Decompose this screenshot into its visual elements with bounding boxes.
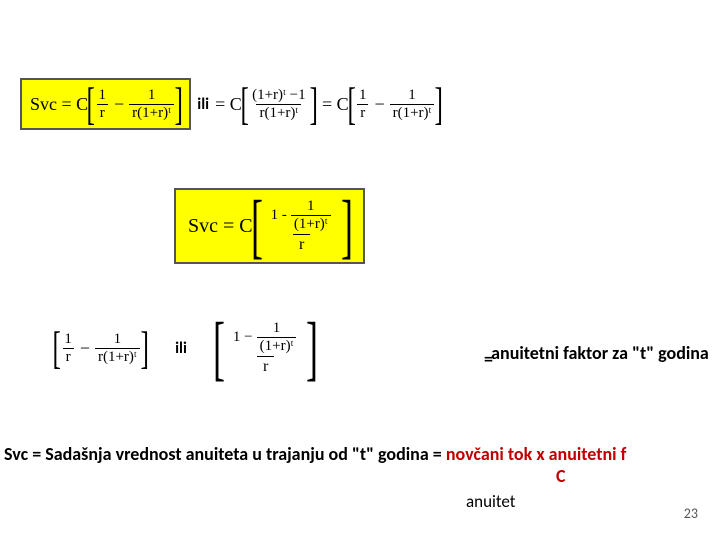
frac-expand: (1+r)ᵗ −1 r(1+r)ᵗ (249, 87, 309, 122)
bracket-left: [ (87, 84, 95, 124)
minus: − (114, 94, 124, 115)
factor-form-2: [ 1 − 1 (1+r)ᵗ r ] (215, 318, 317, 378)
minus: − (80, 338, 90, 359)
bracket-right-big: ] (306, 318, 318, 378)
frac-1-r1rt: 1 r(1+r)ᵗ (129, 87, 174, 122)
anuitet-label: anuitet (466, 491, 515, 512)
bracket-left: [ (52, 328, 60, 368)
page-number: 23 (684, 505, 698, 522)
formula-box-1: Svc = C [ 1 r − 1 r(1+r)ᵗ ] (20, 78, 191, 130)
minus: − (374, 94, 384, 115)
big-num: 1 - 1 (1+r)ᵗ (265, 197, 339, 234)
inner-frac: 1 (1+r)ᵗ (291, 198, 331, 233)
factor-form-1: [ 1 r − 1 r(1+r)ᵗ ] (54, 328, 147, 368)
inner-frac-2: 1 (1+r)ᵗ (257, 320, 297, 355)
big-den: r (293, 234, 310, 255)
formula-row-2: Svc = C [ 1 - 1 (1+r)ᵗ r ] (174, 188, 365, 264)
bottom-definition: Svc = Sadašnja vrednost anuiteta u traja… (4, 443, 626, 465)
formula-row-3: [ 1 r − 1 r(1+r)ᵗ ] ili [ 1 − 1 (1+r)ᵗ r… (54, 318, 316, 378)
bracket-left-big: [ (213, 318, 225, 378)
bracket-right: ] (309, 84, 317, 124)
big-num-2: 1 − 1 (1+r)ᵗ (227, 319, 305, 356)
c-label: C (556, 465, 566, 487)
svc-eq-c-2: Svc = C (188, 215, 253, 238)
bracket-left: [ (347, 84, 355, 124)
big-den-2: r (257, 356, 274, 377)
bracket-left-big: [ (251, 196, 263, 256)
bottom-red: novčani tok x anuitetni f (446, 443, 627, 465)
svc-eq-c: Svc = C (30, 94, 88, 115)
bracket-right: ] (174, 84, 182, 124)
formula-box-2: Svc = C [ 1 - 1 (1+r)ᵗ r ] (174, 188, 365, 264)
formula-plain-2: = C [ 1 r − 1 r(1+r)ᵗ ] (322, 84, 442, 124)
eq-c-1: = C (215, 94, 242, 115)
bracket-right-big: ] (341, 196, 353, 256)
frac-1-r1rt-3: 1 r(1+r)ᵗ (95, 331, 140, 366)
frac-1-r-3: 1 r (61, 331, 75, 366)
frac-1-r1rt-2: 1 r(1+r)ᵗ (390, 87, 435, 122)
eq-c-2: = C (322, 94, 349, 115)
bottom-black: Svc = Sadašnja vrednost anuiteta u traja… (4, 443, 446, 465)
big-fraction-2: 1 − 1 (1+r)ᵗ r (227, 319, 305, 377)
formula-row-1: Svc = C [ 1 r − 1 r(1+r)ᵗ ] ili = C [ (1… (20, 78, 442, 130)
frac-1-r-2: 1 r (356, 87, 370, 122)
frac-1-r: 1 r (96, 87, 110, 122)
formula-plain-1: = C [ (1+r)ᵗ −1 r(1+r)ᵗ ] (215, 84, 316, 124)
ili-2: ili (175, 339, 187, 358)
bracket-right: ] (140, 328, 148, 368)
ili-1: ili (197, 95, 209, 114)
bracket-right: ] (435, 84, 443, 124)
bracket-left: [ (240, 84, 248, 124)
big-fraction: 1 - 1 (1+r)ᵗ r (265, 197, 339, 255)
annuity-factor-label: anuitetni faktor za "t" godina (490, 342, 710, 364)
